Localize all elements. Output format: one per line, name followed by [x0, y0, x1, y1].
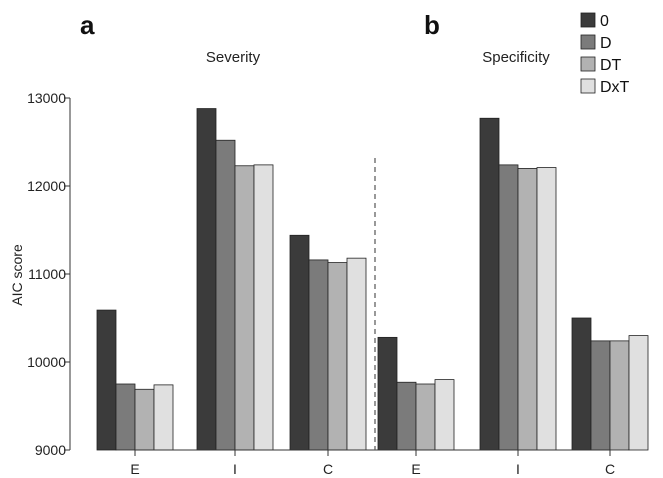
bar-severity-I-DxT — [253, 164, 274, 451]
legend: 0 D DT DxT — [580, 12, 630, 96]
y-tick-label: 11000 — [28, 266, 66, 282]
bar-severity-C-DT — [327, 262, 348, 451]
bar-specificity-E-DxT — [434, 379, 455, 451]
x-tick-label: I — [233, 461, 237, 477]
panel-letter-a: a — [80, 10, 95, 40]
legend-label-D: D — [600, 35, 612, 52]
bar-severity-E-D — [115, 383, 136, 451]
y-axis-label: AIC score — [9, 244, 25, 306]
y-tick-label: 9000 — [35, 442, 66, 458]
bar-severity-C-DxT — [346, 257, 367, 451]
bar-severity-C-0 — [289, 234, 310, 451]
bar-severity-I-DT — [234, 165, 255, 451]
bar-specificity-I-0 — [479, 117, 500, 451]
bar-severity-I-0 — [196, 108, 217, 451]
bar-specificity-E-D — [396, 381, 417, 451]
legend-label-DxT: DxT — [600, 79, 630, 96]
legend-label-DT: DT — [600, 57, 622, 74]
bar-specificity-I-DT — [517, 167, 538, 451]
legend-swatch-D — [580, 34, 596, 50]
y-tick-label: 12000 — [27, 178, 66, 194]
x-tick-label: E — [130, 461, 139, 477]
legend-swatch-0 — [580, 12, 596, 28]
bars-group — [96, 108, 649, 451]
x-tick-label: C — [323, 461, 333, 477]
x-tick-label: C — [605, 461, 615, 477]
bar-severity-E-0 — [96, 309, 117, 451]
x-tick-label: I — [516, 461, 520, 477]
bar-specificity-C-0 — [571, 317, 592, 451]
bar-specificity-C-D — [590, 340, 611, 451]
y-tick-label: 13000 — [27, 90, 66, 106]
bar-specificity-I-D — [498, 164, 519, 451]
y-tick-label: 10000 — [27, 354, 66, 370]
y-axis: 9000 10000 11000 12000 13000 — [27, 90, 71, 458]
bar-severity-C-D — [308, 259, 329, 451]
bar-specificity-E-DT — [415, 383, 436, 451]
legend-label-0: 0 — [600, 13, 609, 30]
bar-specificity-C-DT — [609, 340, 630, 451]
panel-title-specificity: Specificity — [482, 49, 550, 66]
bar-specificity-E-0 — [377, 336, 398, 451]
legend-swatch-DxT — [580, 78, 596, 94]
panel-title-severity: Severity — [206, 49, 261, 66]
bar-severity-I-D — [215, 139, 236, 451]
bar-severity-E-DxT — [153, 384, 174, 451]
bar-specificity-I-DxT — [536, 167, 557, 451]
legend-swatch-DT — [580, 56, 596, 72]
x-tick-label: E — [411, 461, 420, 477]
panel-letter-b: b — [424, 10, 440, 40]
bar-severity-E-DT — [134, 388, 155, 451]
bar-specificity-C-DxT — [628, 335, 649, 451]
